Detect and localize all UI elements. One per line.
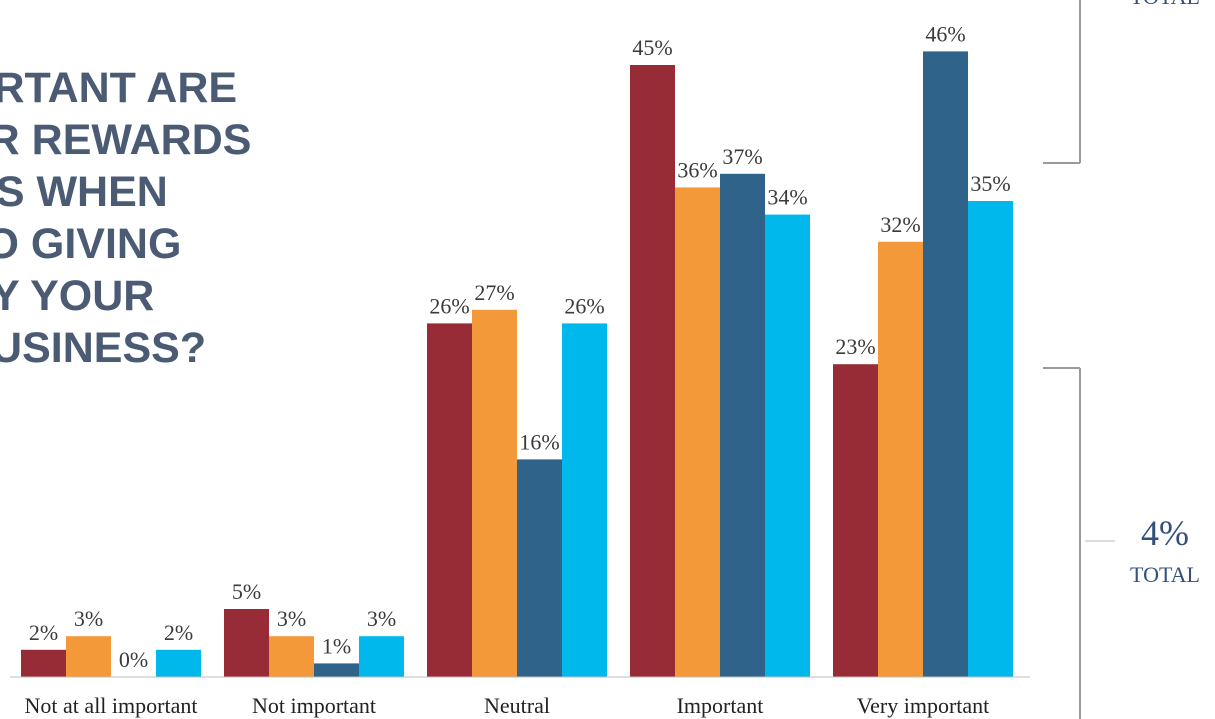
value-label-neutral-series-3: 16% xyxy=(519,429,559,454)
bar-important-series-1 xyxy=(630,65,675,677)
bar-not-important-series-3 xyxy=(314,663,359,677)
value-label-not-at-all-important-series-4: 2% xyxy=(164,620,193,645)
bar-not-at-all-important-series-1 xyxy=(21,649,66,677)
chart-title: ORTANT ARE ER REWARDS MS WHEN TO GIVING … xyxy=(0,64,252,372)
value-label-not-important-series-1: 5% xyxy=(232,579,261,604)
bar-neutral-series-4 xyxy=(562,323,607,677)
bar-neutral-series-2 xyxy=(472,309,517,677)
value-label-important-series-1: 45% xyxy=(632,35,672,60)
value-label-important-series-4: 34% xyxy=(767,185,807,210)
value-label-neutral-series-2: 27% xyxy=(474,280,514,305)
bar-not-important-series-2 xyxy=(269,636,314,677)
bars-group xyxy=(21,51,1013,678)
side-top-label: TOTAL xyxy=(1130,0,1200,9)
bar-important-series-3 xyxy=(720,173,765,678)
value-label-important-series-2: 36% xyxy=(677,157,717,182)
bar-very-important-series-2 xyxy=(878,241,923,678)
value-label-not-at-all-important-series-3: 0% xyxy=(119,647,148,672)
category-label-not-at-all-important: Not at all important xyxy=(25,693,198,718)
bar-not-at-all-important-series-2 xyxy=(66,636,111,677)
category-label-important: Important xyxy=(677,693,764,718)
bar-important-series-2 xyxy=(675,187,720,677)
bar-neutral-series-1 xyxy=(427,323,472,677)
bar-not-important-series-4 xyxy=(359,636,404,677)
category-label-very-important: Very important xyxy=(857,693,990,718)
value-label-not-at-all-important-series-2: 3% xyxy=(74,606,103,631)
value-label-very-important-series-3: 46% xyxy=(925,21,965,46)
value-label-not-important-series-4: 3% xyxy=(367,606,396,631)
value-label-neutral-series-1: 26% xyxy=(429,293,469,318)
bar-very-important-series-1 xyxy=(833,364,878,677)
value-labels-group: 2%3%0%2%5%3%1%3%26%27%16%26%45%36%37%34%… xyxy=(29,21,1011,672)
category-label-neutral: Neutral xyxy=(484,693,550,718)
value-label-very-important-series-4: 35% xyxy=(970,171,1010,196)
bar-neutral-series-3 xyxy=(517,459,562,677)
category-label-not-important: Not important xyxy=(252,693,376,718)
value-label-not-important-series-2: 3% xyxy=(277,606,306,631)
value-label-very-important-series-2: 32% xyxy=(880,212,920,237)
bar-very-important-series-4 xyxy=(968,201,1013,677)
value-label-neutral-series-4: 26% xyxy=(564,293,604,318)
side-total-value: 4% xyxy=(1141,513,1189,553)
value-label-very-important-series-1: 23% xyxy=(835,334,875,359)
bar-very-important-series-3 xyxy=(923,51,968,677)
side-total-label: TOTAL xyxy=(1130,562,1200,587)
value-label-important-series-3: 37% xyxy=(722,144,762,169)
bar-not-important-series-1 xyxy=(224,609,269,677)
bar-not-at-all-important-series-4 xyxy=(156,649,201,677)
category-labels-group: Not at all important Not important Neutral… xyxy=(25,693,990,718)
value-label-not-important-series-3: 1% xyxy=(322,633,351,658)
side-panel: TOTAL 4% TOTAL xyxy=(1043,0,1200,719)
bar-important-series-4 xyxy=(765,214,810,677)
value-label-not-at-all-important-series-1: 2% xyxy=(29,620,58,645)
